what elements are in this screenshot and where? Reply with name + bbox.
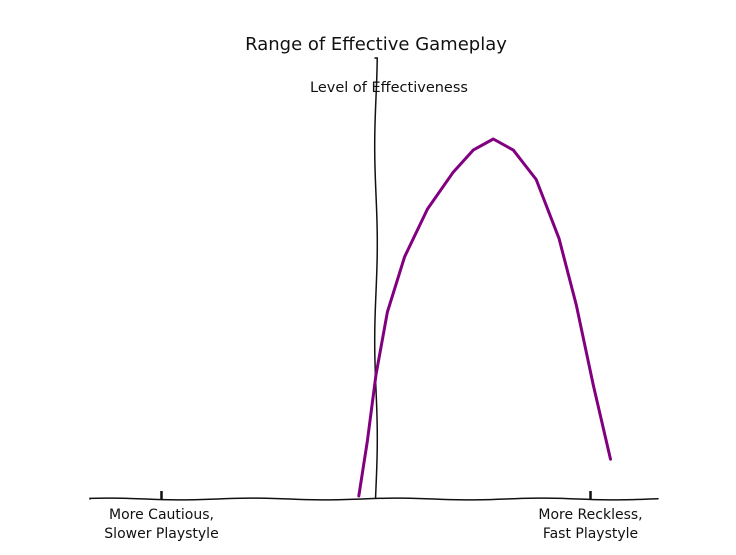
x-tick-label: More Cautious, Slower Playstyle: [104, 507, 218, 542]
series-line: [357, 137, 612, 498]
x-tick-label-line: More Cautious,: [109, 507, 214, 523]
chart-title: Range of Effective Gameplay: [245, 34, 507, 55]
y-axis-line: [373, 57, 379, 499]
y-axis-label: Level of Effectiveness: [310, 80, 468, 96]
x-axis-line: [89, 497, 659, 501]
x-tick-label-line: Slower Playstyle: [104, 526, 218, 542]
x-ticks: More Cautious, Slower Playstyle More Reckl…: [104, 491, 643, 542]
axes: [89, 57, 659, 501]
x-tick-label-line: More Reckless,: [538, 507, 642, 523]
series-layer: [357, 137, 612, 498]
x-tick-label-line: Fast Playstyle: [543, 526, 638, 542]
x-tick-label: More Reckless, Fast Playstyle: [538, 507, 642, 542]
